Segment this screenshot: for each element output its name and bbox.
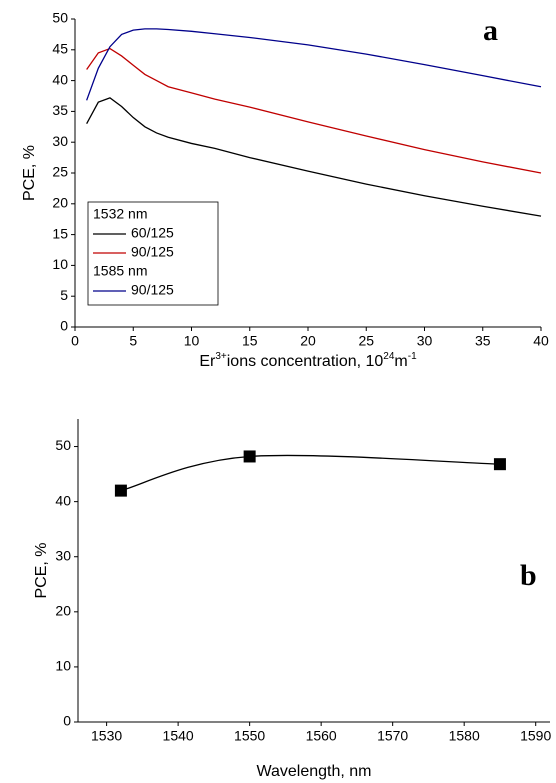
y-tick-label: 20 — [52, 195, 68, 211]
x-tick-label: 0 — [71, 333, 79, 349]
x-axis-label-part: -1 — [408, 351, 417, 362]
x-tick-label: 15 — [242, 333, 258, 349]
x-tick-label: 1590 — [520, 728, 551, 744]
legend-group: 1532 nm — [93, 206, 147, 222]
x-tick-label: 25 — [358, 333, 374, 349]
x-axis-label-part: Er — [199, 353, 216, 370]
x-axis-label-part: ions concentration, 10 — [227, 353, 384, 370]
x-tick-label: 10 — [184, 333, 200, 349]
y-tick-label: 30 — [55, 547, 71, 563]
x-tick-label: 40 — [533, 333, 549, 349]
marker — [114, 484, 127, 497]
x-axis-label: Er3+ions concentration, 1024m-1 — [199, 351, 417, 371]
y-tick-label: 20 — [55, 603, 71, 619]
y-tick-label: 5 — [60, 287, 68, 303]
x-tick-label: 1550 — [234, 728, 265, 744]
y-tick-label: 35 — [52, 102, 68, 118]
y-tick-label: 25 — [52, 164, 68, 180]
y-tick-label: 0 — [63, 713, 71, 729]
x-axis-label-part: 3+ — [215, 351, 227, 362]
y-axis-label: PCE, % — [21, 145, 38, 201]
series-line — [86, 97, 542, 217]
x-tick-label: 30 — [417, 333, 433, 349]
x-tick-label: 1560 — [306, 728, 337, 744]
y-axis-label: PCE, % — [33, 542, 50, 598]
series-line — [86, 28, 542, 101]
legend-group: 1585 nm — [93, 263, 147, 279]
x-tick-label: 1540 — [163, 728, 194, 744]
marker — [493, 458, 506, 471]
x-tick-label: 35 — [475, 333, 491, 349]
x-tick-label: 20 — [300, 333, 316, 349]
x-axis-label-part: 24 — [383, 351, 395, 362]
legend-label: 60/125 — [131, 225, 174, 241]
y-tick-label: 50 — [55, 437, 71, 453]
y-tick-label: 50 — [52, 10, 68, 26]
series-line — [86, 47, 542, 174]
annotation: b — [520, 559, 537, 592]
y-tick-label: 30 — [52, 133, 68, 149]
x-tick-label: 1530 — [91, 728, 122, 744]
legend-label: 90/125 — [131, 244, 174, 260]
x-axis-label-part: m — [394, 353, 407, 370]
annotation: a — [483, 14, 498, 47]
y-tick-label: 10 — [55, 658, 71, 674]
y-tick-label: 0 — [60, 318, 68, 334]
y-tick-label: 45 — [52, 41, 68, 57]
x-axis-label-part: Wavelength, nm — [256, 763, 371, 780]
y-tick-label: 15 — [52, 225, 68, 241]
x-tick-label: 1580 — [449, 728, 480, 744]
y-tick-label: 40 — [55, 492, 71, 508]
y-tick-label: 40 — [52, 71, 68, 87]
x-tick-label: 1570 — [377, 728, 408, 744]
x-tick-label: 5 — [129, 333, 137, 349]
series-line — [120, 454, 500, 492]
marker — [243, 450, 256, 463]
x-axis-label: Wavelength, nm — [256, 763, 371, 780]
legend-label: 90/125 — [131, 282, 174, 298]
y-tick-label: 10 — [52, 256, 68, 272]
